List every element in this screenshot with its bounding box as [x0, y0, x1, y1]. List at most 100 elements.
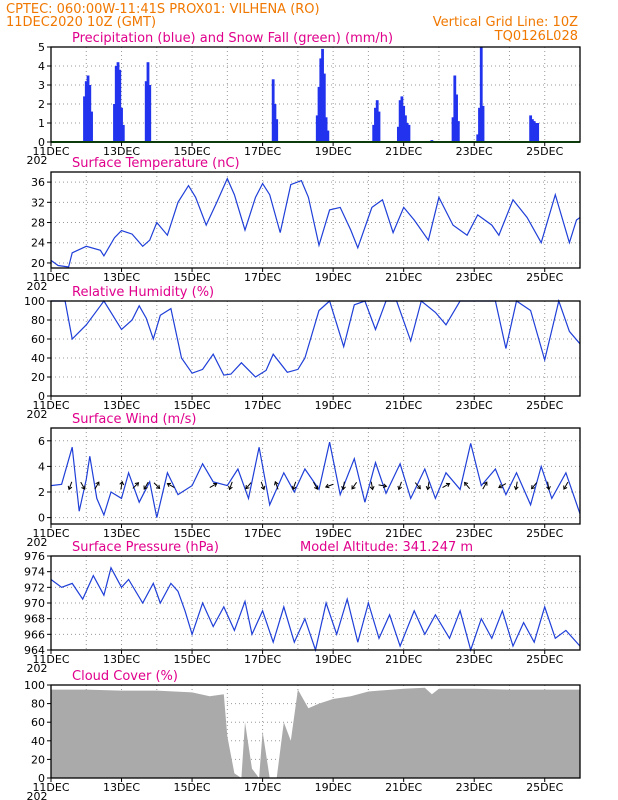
y-tick-label: 100	[24, 679, 45, 692]
wind-arrow	[153, 482, 161, 490]
wind-arrow-shaft	[167, 483, 175, 489]
x-tick-label: 11DEC	[32, 145, 69, 158]
panel-5: 0 20 40 60 80 100 11DEC 13DEC 15DEC 17DEC 19DEC 21D…	[24, 669, 581, 800]
precip-bar	[113, 104, 116, 142]
x-tick-label: 13DEC	[103, 781, 140, 794]
wind-arrow-head	[67, 485, 73, 491]
x-tick-label: 11DEC	[32, 271, 69, 284]
precip-bar	[146, 62, 150, 143]
panel-frame	[50, 684, 581, 779]
y-tick-label: 36	[31, 176, 45, 189]
y-tick-label: 80	[31, 698, 45, 711]
precip-bar	[315, 115, 319, 142]
wind-arrow	[482, 481, 488, 490]
precip-bar	[317, 86, 321, 142]
precip-bar	[321, 48, 324, 142]
x-tick-label: 11DEC	[32, 527, 69, 540]
x-tick-label: 25DEC	[526, 271, 563, 284]
x-tick-label: 19DEC	[315, 527, 352, 540]
precip-bar	[456, 121, 460, 142]
panel-title: Surface Pressure (hPa)	[72, 540, 219, 555]
wind-arrow-head	[382, 483, 388, 489]
precip-bar	[529, 115, 533, 142]
precip-bar	[116, 62, 120, 143]
wind-arrow-head	[324, 483, 330, 489]
panel-0: 0 1 2 3 4 5 11DEC 13DEC 15DEC 17DEC 19DEC 21DEC 23DE…	[27, 31, 581, 167]
wind-arrow-shaft	[442, 483, 450, 489]
wind-arrow	[80, 481, 86, 490]
wind-arrow-shaft	[229, 481, 233, 490]
y-tick-label: 24	[31, 237, 45, 250]
y-tick-label: 970	[24, 597, 45, 610]
y-tick-label: 976	[24, 550, 45, 563]
wind-arrow-head	[445, 482, 451, 488]
x-tick-label: 13DEC	[103, 399, 140, 412]
wind-arrow-head	[166, 482, 172, 488]
wind-arrow	[513, 481, 519, 491]
y-tick-label: 32	[31, 196, 45, 209]
wind-arrow-head	[341, 486, 346, 491]
wind-arrow-head	[291, 485, 297, 491]
wind-arrow	[414, 482, 421, 490]
precip-bar	[271, 79, 275, 142]
precip-bar	[86, 75, 90, 142]
wind-arrow-shaft	[378, 484, 387, 487]
panel-frame	[50, 300, 581, 397]
x-tick-label: 17DEC	[244, 399, 281, 412]
wind-arrow	[425, 481, 431, 491]
panel-4: 964 966 968 970 972 974 976 11DEC 13DEC 15DEC 17DE…	[24, 540, 581, 675]
wind-arrow	[378, 483, 388, 489]
y-tick-label: 972	[24, 581, 45, 594]
y-tick-label: 0	[38, 390, 45, 403]
wind-arrow-shaft	[531, 482, 538, 489]
wind-arrow-head	[498, 484, 503, 489]
wind-arrow	[260, 481, 266, 491]
precip-bar	[407, 124, 411, 142]
header-run-time: 11DEC2020 10Z (GMT)	[6, 15, 156, 30]
x-tick-label: 25DEC	[526, 781, 563, 794]
y-tick-label: 100	[24, 295, 45, 308]
wind-arrow-head	[274, 480, 279, 486]
wind-arrow-shaft	[427, 481, 430, 490]
wind-arrow-head	[464, 481, 469, 487]
y-tick-label: 60	[31, 333, 45, 346]
wind-arrow	[498, 483, 507, 489]
y-tick-label: 20	[31, 753, 45, 766]
precip-bar	[478, 107, 481, 142]
header: CPTEC: 060:00W-11:41S PROX01: VILHENA (R…	[6, 2, 578, 44]
x-year-label: 202	[27, 280, 48, 293]
wind-arrow-shaft	[132, 482, 139, 489]
x-year-label: 202	[27, 154, 48, 167]
x-tick-label: 21DEC	[385, 271, 422, 284]
x-tick-label: 23DEC	[456, 527, 493, 540]
x-tick-label: 15DEC	[174, 145, 211, 158]
wind-arrow-shaft	[563, 481, 569, 490]
x-tick-label: 15DEC	[174, 781, 211, 794]
x-tick-label: 19DEC	[315, 781, 352, 794]
wind-arrow-head	[143, 485, 148, 490]
x-tick-label: 15DEC	[174, 399, 211, 412]
x-tick-label: 23DEC	[456, 399, 493, 412]
precip-bar	[88, 85, 92, 142]
x-tick-label: 25DEC	[526, 399, 563, 412]
precip-bar	[536, 123, 540, 142]
x-tick-label: 21DEC	[385, 781, 422, 794]
panel-title: Precipitation (blue) and Snow Fall (gree…	[72, 31, 393, 46]
header-location: CPTEC: 060:00W-11:41S PROX01: VILHENA (R…	[6, 2, 320, 17]
wind-arrow	[228, 481, 233, 491]
panel-title: Surface Temperature (nC)	[72, 156, 240, 171]
wind-arrow	[563, 481, 569, 490]
wind-arrow	[531, 482, 538, 490]
panel-1: 20 24 28 32 36 11DEC 13DEC 15DEC 17DEC 19DEC 21DEC…	[27, 156, 581, 293]
x-year-label: 202	[27, 790, 48, 800]
x-tick-label: 23DEC	[456, 271, 493, 284]
wind-arrow-shaft	[94, 481, 100, 490]
precip-bar	[84, 81, 88, 142]
wind-arrow-head	[513, 486, 519, 491]
precip-bar	[375, 100, 379, 142]
x-tick-label: 21DEC	[385, 145, 422, 158]
x-tick-label: 15DEC	[174, 653, 211, 666]
x-tick-label: 21DEC	[385, 527, 422, 540]
x-tick-label: 21DEC	[385, 399, 422, 412]
precip-bar	[402, 105, 406, 142]
